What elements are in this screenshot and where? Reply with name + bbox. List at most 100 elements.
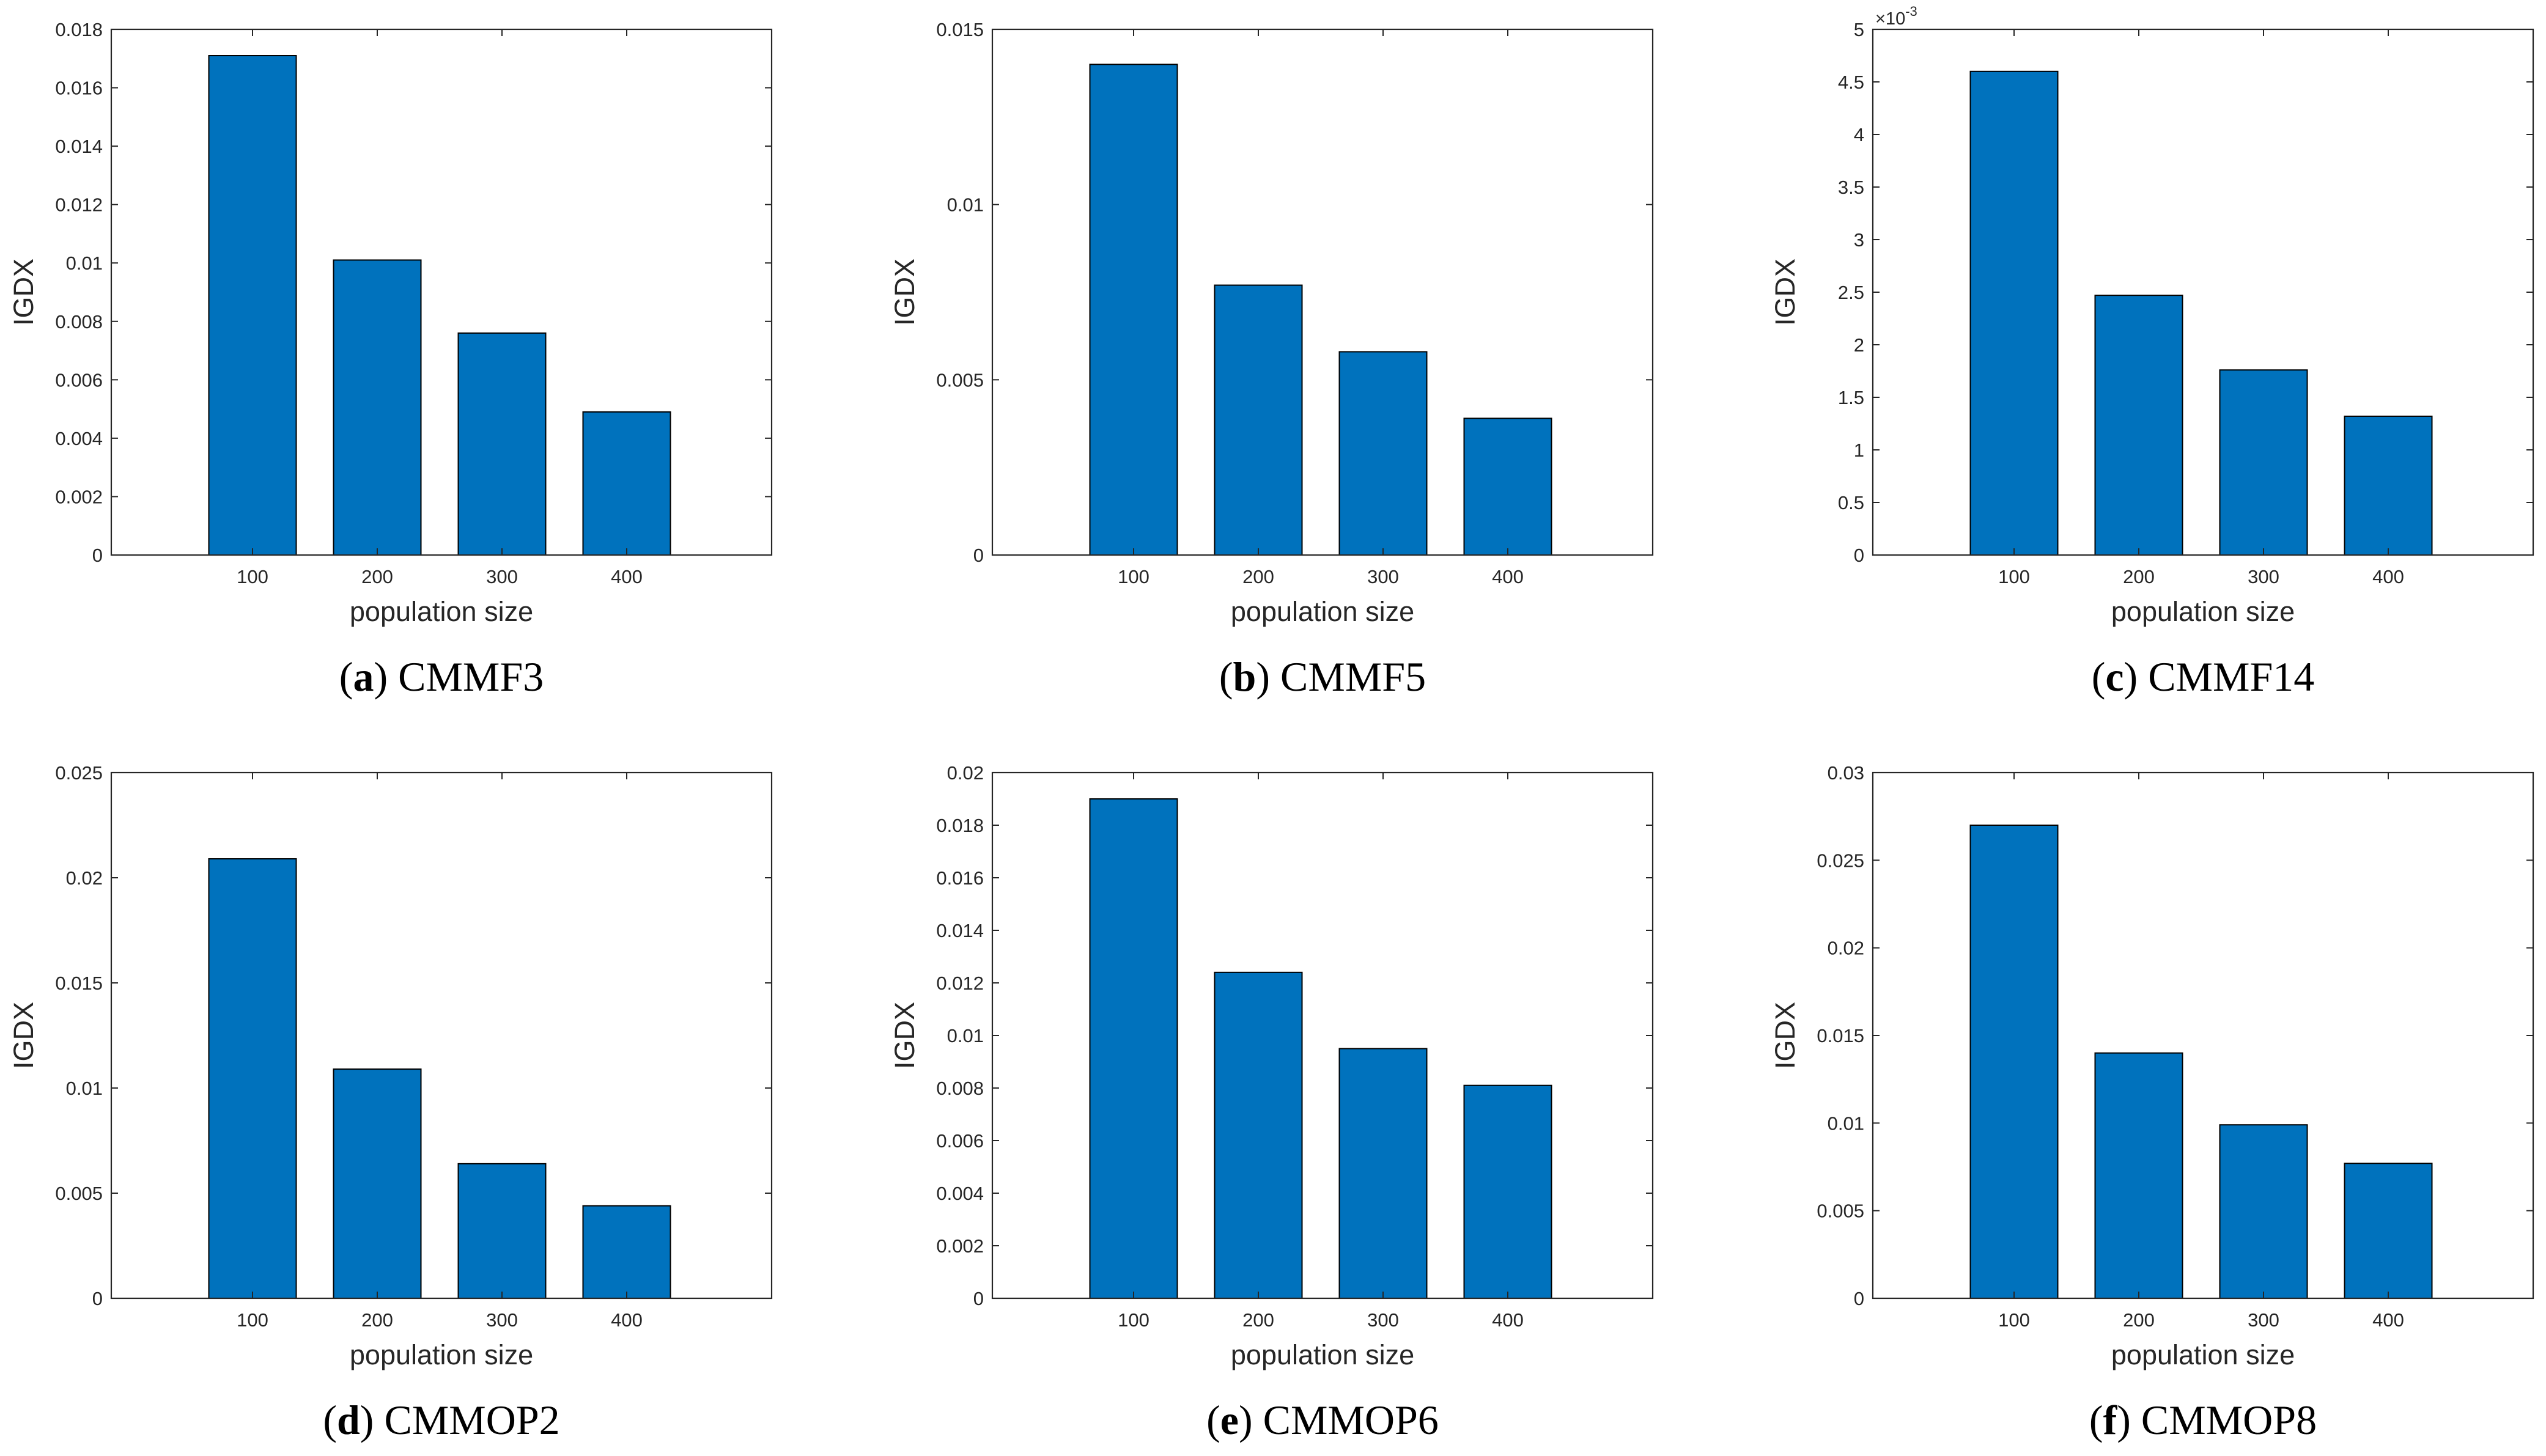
y-axis-label: IGDX [1769, 259, 1801, 326]
y-tick-label: 0.02 [947, 762, 984, 784]
y-tick-label: 0.02 [1828, 938, 1864, 959]
bar-400 [1463, 417, 1552, 556]
y-tick-label: 0 [973, 1288, 984, 1309]
x-tick-label: 100 [1998, 1309, 2030, 1331]
y-tick-label: 1 [1854, 439, 1864, 461]
x-tick-label: 300 [486, 1309, 518, 1331]
x-tick-label: 300 [2248, 1309, 2279, 1331]
bar-200 [333, 259, 422, 556]
bar-400 [2344, 415, 2433, 556]
chart-panel-f: 0 0.005 0.01 0.015 0.02 0.025 0.03 100 200 300 400… [1769, 762, 2534, 1370]
x-axis-label: population size [350, 596, 533, 627]
y-tick-label: 0.002 [936, 1235, 984, 1257]
plot-box [110, 28, 773, 556]
y-tick-label: 0 [1854, 545, 1864, 566]
plot-box [110, 771, 773, 1300]
bar-100 [1969, 70, 2059, 556]
y-axis-label: IGDX [8, 1002, 39, 1069]
y-tick-label: 0 [92, 545, 103, 566]
y-exponent-label: ×10-3 [1875, 5, 1917, 29]
y-tick-label: 0 [973, 545, 984, 566]
caption-letter: c [2105, 653, 2124, 700]
x-tick-label: 300 [2248, 566, 2279, 587]
x-axis-label: population size [1231, 1339, 1414, 1370]
x-tick-label: 100 [1118, 566, 1149, 587]
x-tick-label: 200 [1242, 566, 1274, 587]
x-tick-label: 100 [1998, 566, 2030, 587]
x-tick-label: 300 [1367, 566, 1399, 587]
y-tick-label: 0.004 [55, 428, 103, 449]
chart-panel-d: 0 0.005 0.01 0.015 0.02 0.025 100 200 300 400 popu… [8, 762, 773, 1370]
caption-d: (d) CMMOP2 [323, 1397, 560, 1443]
x-tick-label: 400 [611, 1309, 643, 1331]
y-tick-label: 0.01 [947, 1025, 984, 1046]
y-tick-label: 0.005 [1817, 1200, 1864, 1222]
bar-400 [2344, 1163, 2433, 1299]
y-tick-label: 0.01 [947, 194, 984, 216]
x-tick-label: 400 [2372, 566, 2404, 587]
x-axis-label: population size [1231, 596, 1414, 627]
bar-400 [582, 411, 671, 556]
y-tick-label: 0.01 [1828, 1112, 1864, 1134]
y-tick-label: 0 [1854, 1288, 1864, 1309]
caption-name: CMMF14 [2148, 653, 2315, 700]
bar-100 [1089, 798, 1178, 1299]
caption-name: CMMOP2 [384, 1397, 560, 1443]
y-tick-label: 0.006 [936, 1130, 984, 1152]
y-tick-label: 0.002 [55, 486, 103, 507]
y-tick-label: 0.014 [936, 920, 984, 941]
plot-box [991, 28, 1654, 556]
y-tick-label: 2 [1854, 334, 1864, 356]
bar-300 [2219, 1124, 2308, 1299]
y-tick-label: 3.5 [1838, 177, 1864, 198]
caption-name: CMMF3 [398, 653, 544, 700]
y-tick-label: 3 [1854, 229, 1864, 251]
y-tick-label: 5 [1854, 19, 1864, 40]
x-tick-label: 300 [1367, 1309, 1399, 1331]
y-tick-label: 0.005 [55, 1183, 103, 1204]
bar-200 [333, 1068, 422, 1299]
caption-c: (c) CMMF14 [2091, 653, 2315, 700]
y-tick-label: 0.025 [55, 762, 103, 784]
y-tick-label: 0.014 [55, 136, 103, 157]
y-tick-label: 2.5 [1838, 282, 1864, 303]
y-tick-label: 0.025 [1817, 850, 1864, 871]
bar-300 [1338, 1048, 1428, 1299]
chart-panel-a: 0 0.002 0.004 0.006 0.008 0.01 0.012 0.014 0.016… [8, 19, 773, 627]
x-tick-label: 200 [1242, 1309, 1274, 1331]
y-tick-label: 0.01 [66, 252, 103, 274]
bar-100 [1969, 825, 2059, 1299]
y-tick-label: 0.03 [1828, 762, 1864, 784]
y-tick-label: 0.016 [936, 867, 984, 889]
x-axis-label: population size [2111, 1339, 2295, 1370]
bar-200 [1214, 284, 1303, 556]
y-tick-label: 4.5 [1838, 72, 1864, 93]
bar-200 [2094, 295, 2183, 556]
x-tick-label: 400 [2372, 1309, 2404, 1331]
x-tick-label: 400 [611, 566, 643, 587]
bar-300 [457, 332, 547, 556]
x-tick-label: 200 [361, 1309, 393, 1331]
y-axis-label: IGDX [1769, 1002, 1801, 1069]
y-tick-label: 0.012 [55, 194, 103, 216]
y-tick-label: 0.01 [66, 1078, 103, 1099]
y-tick-label: 0.015 [55, 973, 103, 994]
y-tick-label: 0.016 [55, 78, 103, 99]
caption-letter: b [1233, 653, 1256, 700]
bar-200 [1214, 971, 1303, 1299]
y-tick-label: 0.006 [55, 369, 103, 391]
bar-100 [1089, 64, 1178, 556]
x-tick-label: 100 [1118, 1309, 1149, 1331]
bar-300 [1338, 351, 1428, 556]
x-tick-label: 200 [2123, 566, 2155, 587]
chart-panel-c: 0 0.5 1 1.5 2 2.5 3 3.5 4 4.5 5 100 200 300 400 populat… [1769, 5, 2534, 627]
y-tick-label: 0 [92, 1288, 103, 1309]
caption-f: (f) CMMOP8 [2089, 1397, 2317, 1443]
y-tick-label: 0.5 [1838, 492, 1864, 513]
caption-letter: f [2103, 1397, 2117, 1443]
x-axis-label: population size [2111, 596, 2295, 627]
y-tick-label: 0.02 [66, 867, 103, 889]
caption-name: CMMOP6 [1263, 1397, 1439, 1443]
x-tick-label: 300 [486, 566, 518, 587]
